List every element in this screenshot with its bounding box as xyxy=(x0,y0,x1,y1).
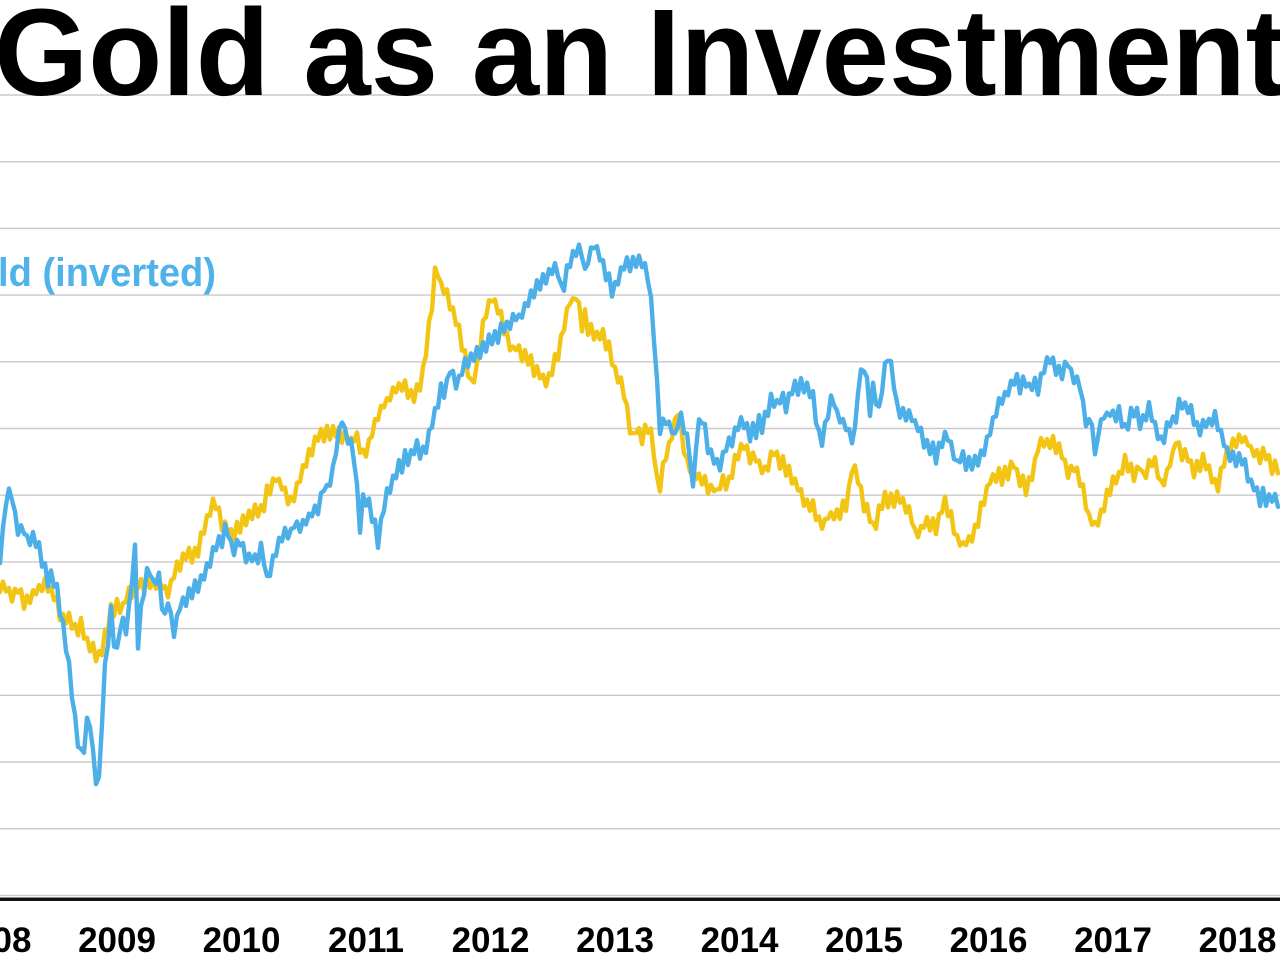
svg-text:2012: 2012 xyxy=(452,921,530,960)
svg-text:2016: 2016 xyxy=(950,921,1028,960)
svg-text:2010: 2010 xyxy=(203,921,281,960)
svg-text:2008: 2008 xyxy=(0,921,31,960)
svg-text:ld (inverted): ld (inverted) xyxy=(0,251,216,295)
svg-text:Gold as an Investment: Gold as an Investment xyxy=(0,0,1280,122)
svg-text:2013: 2013 xyxy=(576,921,654,960)
svg-text:2015: 2015 xyxy=(825,921,903,960)
svg-text:2014: 2014 xyxy=(701,921,779,960)
svg-text:2017: 2017 xyxy=(1074,921,1152,960)
svg-text:2011: 2011 xyxy=(328,921,404,960)
svg-text:2009: 2009 xyxy=(78,921,156,960)
svg-text:2018: 2018 xyxy=(1199,921,1277,960)
